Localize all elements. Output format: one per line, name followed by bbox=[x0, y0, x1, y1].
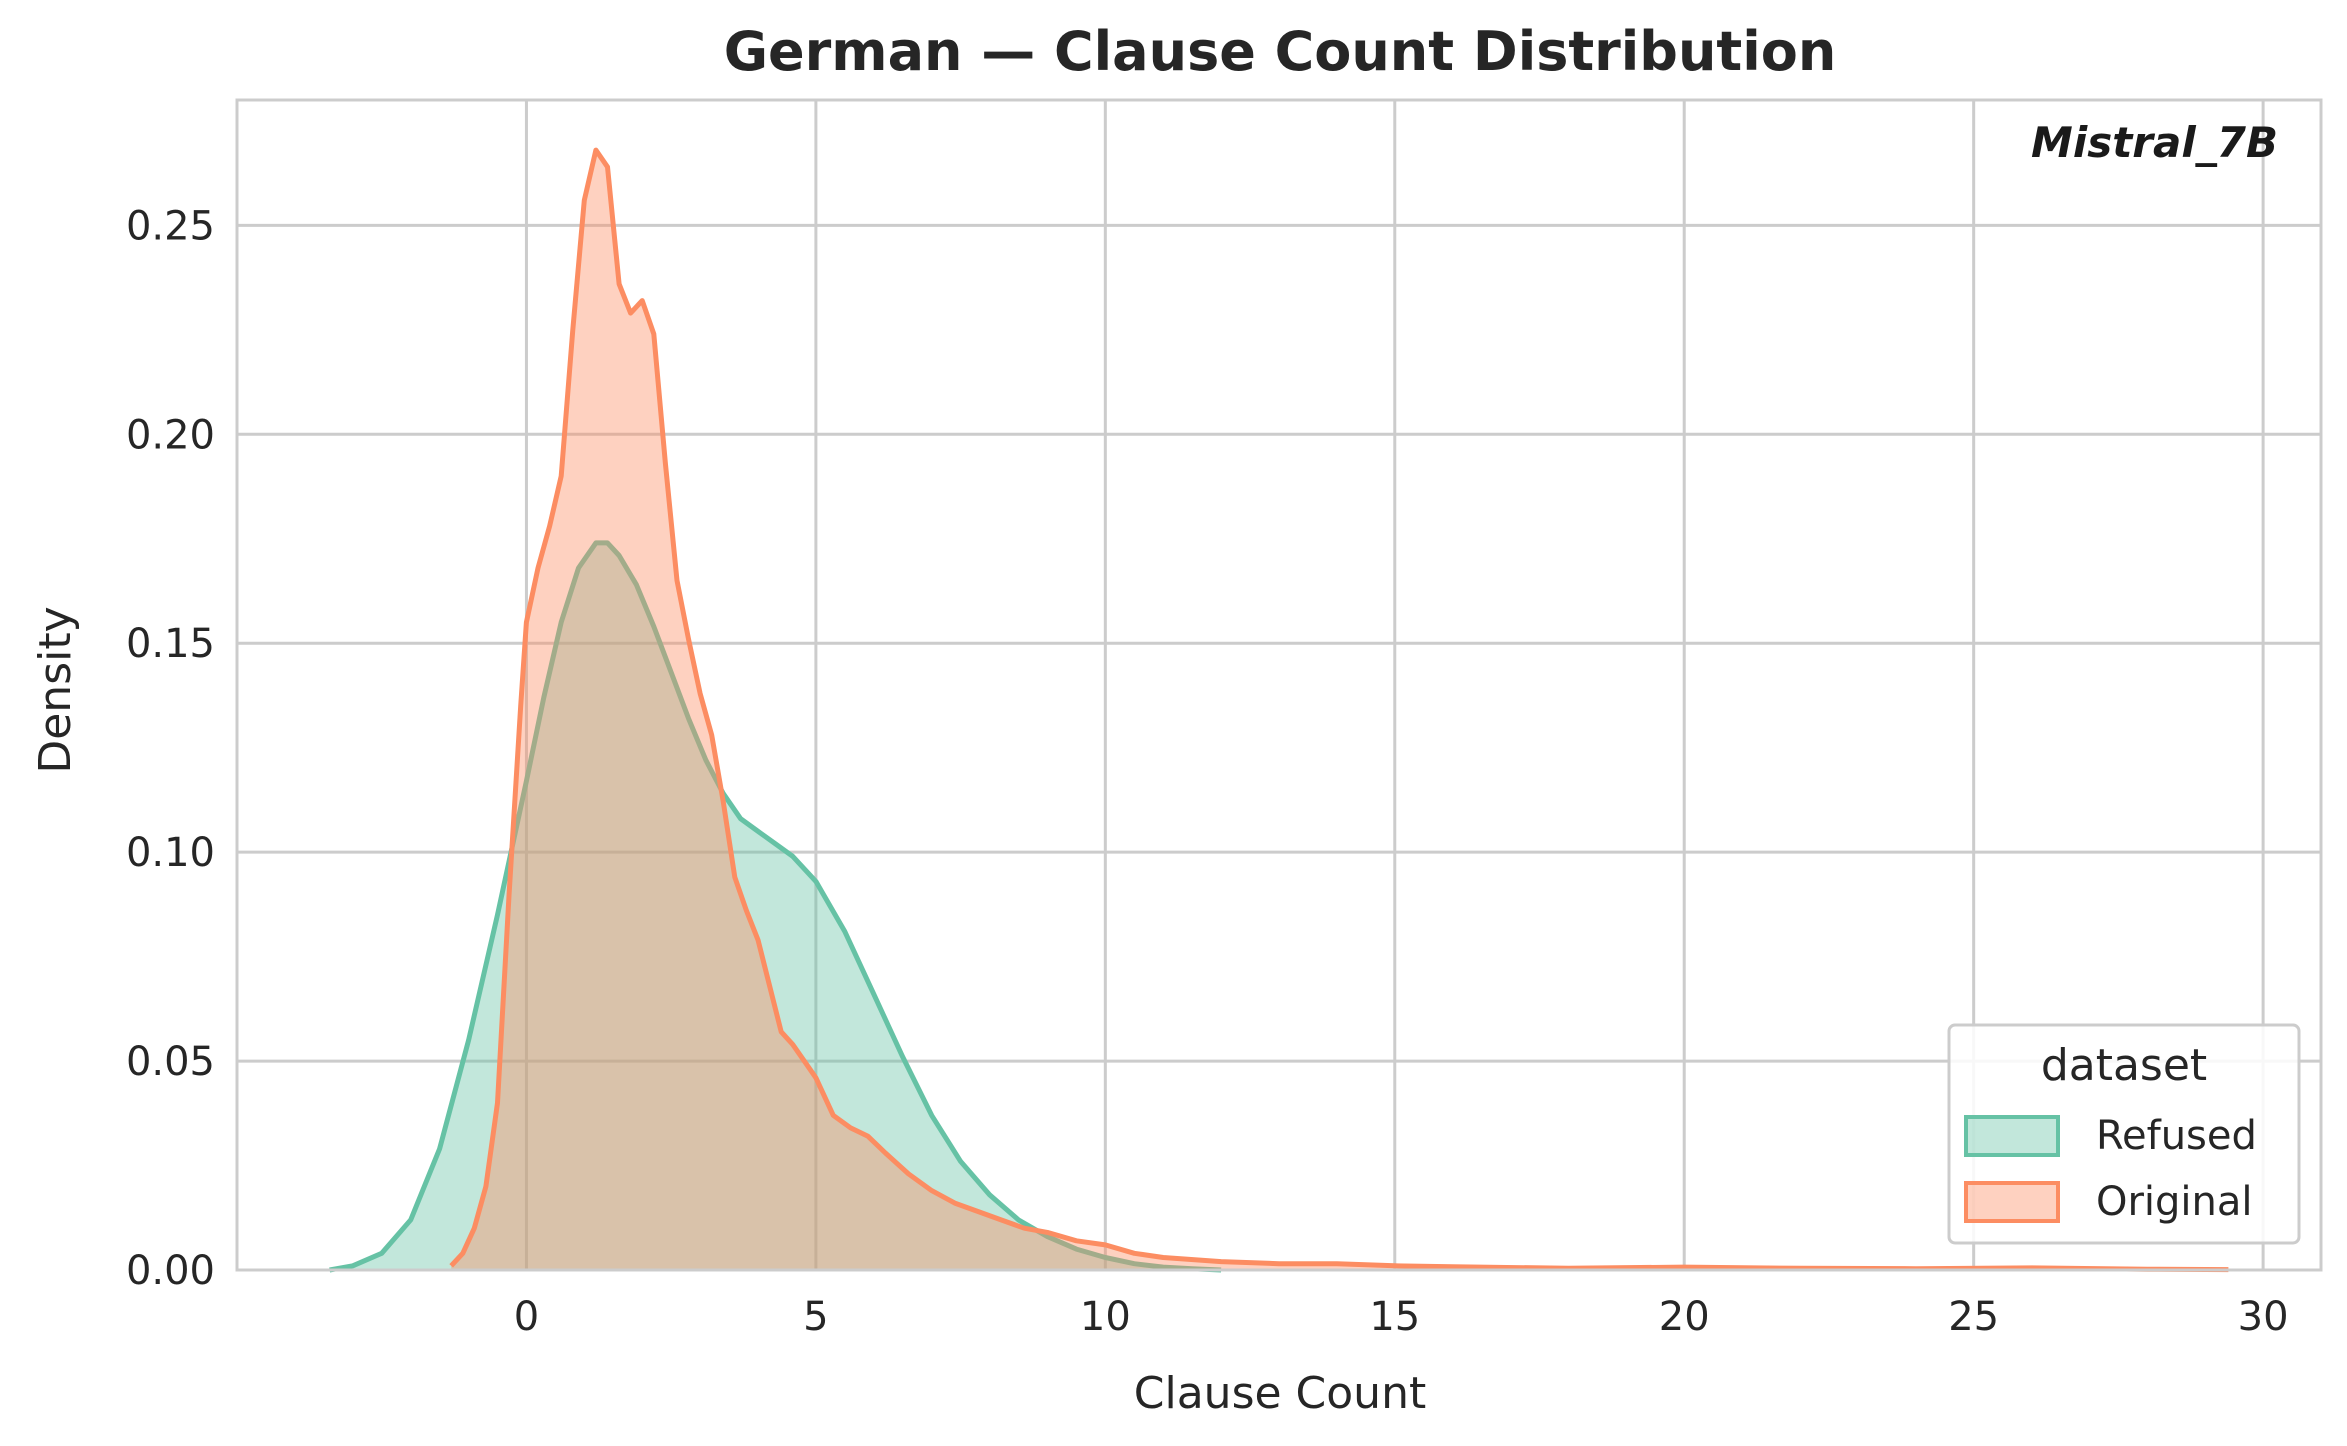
y-axis-label: Density bbox=[30, 606, 81, 773]
legend-title: dataset bbox=[2041, 1040, 2207, 1091]
legend-swatch-refused bbox=[1964, 1115, 2060, 1157]
x-axis-label: Clause Count bbox=[1134, 1368, 1426, 1419]
x-tick-label: 10 bbox=[1080, 1294, 1131, 1340]
legend-frame bbox=[1947, 1023, 2301, 1245]
series-line-original bbox=[449, 147, 2229, 1273]
series-area-refused bbox=[329, 542, 1222, 1270]
series-area-original bbox=[451, 150, 2229, 1271]
y-tick-label: 0.15 bbox=[126, 621, 215, 667]
x-tick-label: 0 bbox=[514, 1294, 539, 1340]
y-tick-label: 0.20 bbox=[126, 412, 215, 458]
legend-swatch-original bbox=[1964, 1181, 2060, 1223]
legend-label-refused: Refused bbox=[2096, 1113, 2257, 1159]
chart-title: German — Clause Count Distribution bbox=[724, 20, 1837, 83]
model-annotation: Mistral_7B bbox=[2031, 118, 2278, 167]
series-layer bbox=[329, 147, 2229, 1273]
x-tick-label: 30 bbox=[2238, 1294, 2289, 1340]
x-tick-label: 15 bbox=[1369, 1294, 1420, 1340]
tick-labels: 0 5 10 15 20 25 30 0.00 0.05 0.10 0.15 0.20 0.25 bbox=[126, 203, 2289, 1340]
y-tick-label: 0.00 bbox=[126, 1248, 215, 1294]
y-tick-label: 0.05 bbox=[126, 1039, 215, 1085]
x-tick-label: 25 bbox=[1948, 1294, 1999, 1340]
x-tick-label: 20 bbox=[1659, 1294, 1710, 1340]
x-tick-label: 5 bbox=[803, 1294, 828, 1340]
y-tick-label: 0.10 bbox=[126, 830, 215, 876]
legend-label-original: Original bbox=[2096, 1179, 2253, 1225]
y-tick-label: 0.25 bbox=[126, 203, 215, 249]
plot-frame bbox=[235, 98, 2323, 1272]
legend: dataset Refused Original bbox=[1947, 1023, 2301, 1245]
